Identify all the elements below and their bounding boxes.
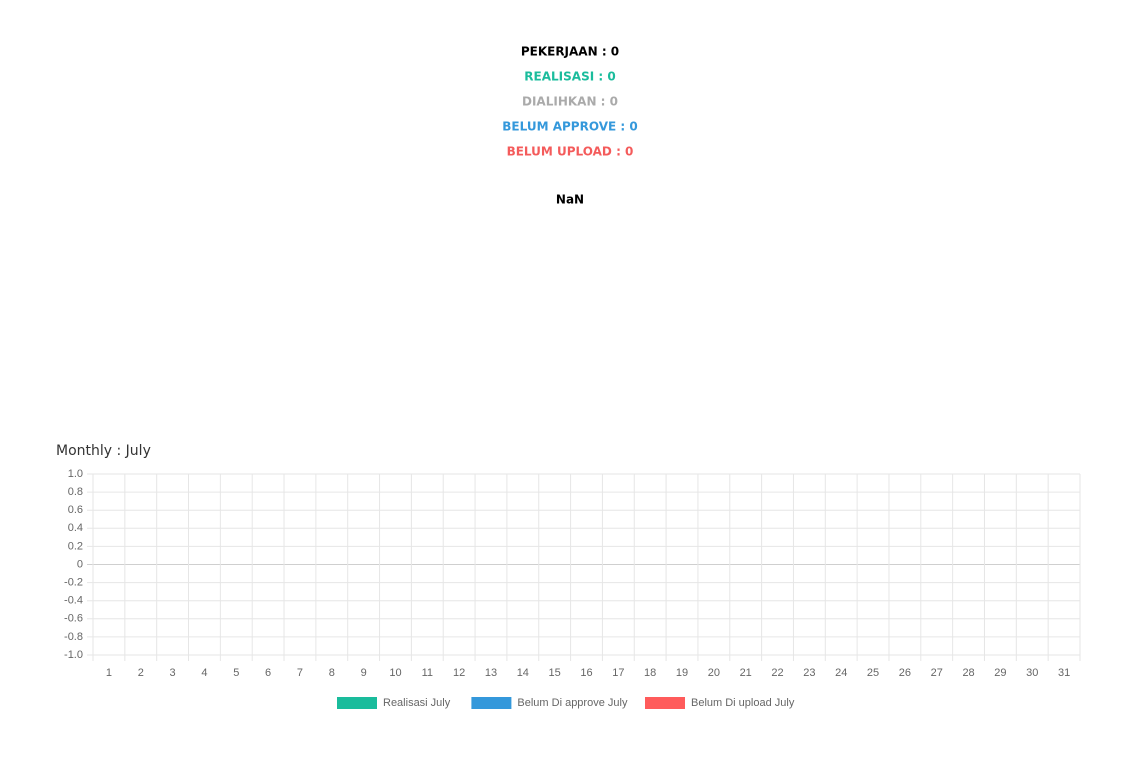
x-tick-label: 25 [867, 667, 879, 679]
y-tick-label: -0.2 [64, 577, 83, 589]
x-tick-label: 1 [106, 667, 112, 679]
y-tick-label: 0.6 [68, 504, 83, 516]
x-tick-label: 10 [389, 667, 401, 679]
x-tick-label: 21 [740, 667, 752, 679]
legend-label: Belum Di approve July [517, 697, 628, 709]
x-tick-label: 13 [485, 667, 497, 679]
legend-label: Belum Di upload July [691, 697, 795, 709]
x-tick-label: 19 [676, 667, 688, 679]
chart-title: Monthly : July [56, 443, 151, 459]
y-tick-label: -0.4 [64, 595, 83, 607]
x-tick-label: 11 [422, 667, 433, 679]
x-tick-label: 12 [453, 667, 465, 679]
x-tick-label: 2 [138, 667, 144, 679]
legend-swatch [337, 697, 377, 709]
x-tick-label: 28 [962, 667, 974, 679]
stat-line: BELUM APPROVE : 0 [502, 120, 637, 134]
x-tick-label: 29 [994, 667, 1006, 679]
x-tick-label: 16 [580, 667, 592, 679]
x-tick-label: 20 [708, 667, 720, 679]
stat-line: REALISASI : 0 [524, 70, 615, 84]
x-tick-label: 18 [644, 667, 656, 679]
y-tick-label: 0.4 [68, 522, 83, 534]
legend-label: Realisasi July [383, 697, 451, 709]
x-tick-label: 9 [361, 667, 367, 679]
y-tick-label: 0.2 [68, 540, 83, 552]
stat-line: BELUM UPLOAD : 0 [507, 145, 634, 159]
x-tick-label: 5 [233, 667, 239, 679]
y-tick-label: 0.8 [68, 486, 83, 498]
x-tick-label: 15 [549, 667, 561, 679]
y-tick-label: 1.0 [68, 468, 83, 480]
legend-swatch [645, 697, 685, 709]
x-tick-label: 26 [899, 667, 911, 679]
x-tick-label: 24 [835, 667, 847, 679]
y-tick-label: 0 [77, 558, 83, 570]
x-tick-label: 7 [297, 667, 303, 679]
y-tick-label: -0.8 [64, 631, 83, 643]
stat-line: DIALIHKAN : 0 [522, 95, 618, 109]
y-tick-label: -1.0 [64, 649, 83, 661]
x-tick-label: 22 [771, 667, 783, 679]
x-tick-label: 8 [329, 667, 335, 679]
x-tick-label: 4 [201, 667, 207, 679]
x-tick-label: 31 [1058, 667, 1070, 679]
x-tick-label: 14 [517, 667, 529, 679]
x-tick-label: 30 [1026, 667, 1038, 679]
y-tick-label: -0.6 [64, 613, 83, 625]
x-tick-label: 27 [931, 667, 943, 679]
legend-swatch [471, 697, 512, 709]
x-tick-label: 6 [265, 667, 271, 679]
x-tick-label: 3 [170, 667, 176, 679]
x-tick-label: 17 [612, 667, 624, 679]
stat-line: PEKERJAAN : 0 [521, 45, 619, 59]
ratio: NaN [556, 193, 584, 207]
x-tick-label: 23 [803, 667, 815, 679]
